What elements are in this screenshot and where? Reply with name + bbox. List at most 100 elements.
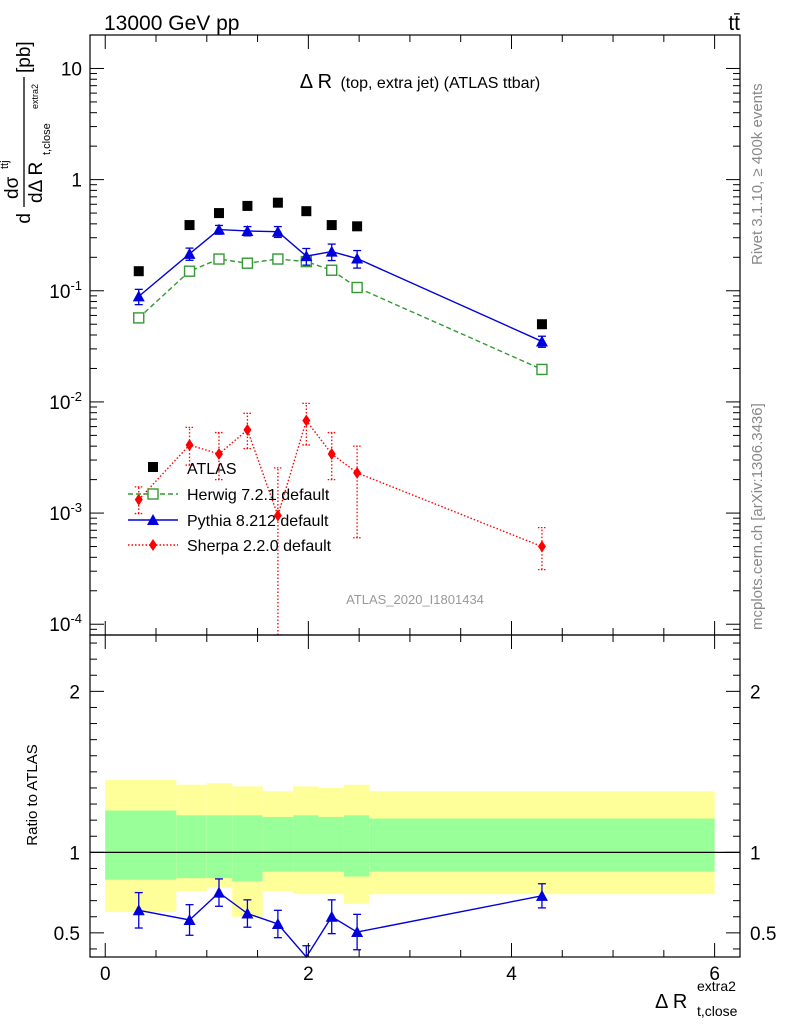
pythia-point [132, 290, 145, 302]
atlas-data-point [133, 266, 144, 277]
sherpa-point [302, 414, 311, 427]
main-y-tick-label: 10-3 [49, 500, 82, 525]
legend-entry-sherpa: Sherpa 2.2.0 default [128, 538, 332, 555]
herwig-point [351, 281, 363, 294]
legend-atlas-label: ATLAS [187, 461, 237, 478]
ratio-band-inner [262, 816, 294, 872]
atlas-data-point [536, 319, 547, 330]
main-y-tick-label: 10-1 [49, 278, 82, 303]
ratio-plot-data-layer [90, 779, 740, 959]
herwig-point [536, 363, 548, 376]
legend-herwig-label: Herwig 7.2.1 default [187, 487, 330, 504]
ratio-y-axis-label: Ratio to ATLAS [24, 744, 41, 845]
main-y-axis-label: d dσ ttj dΔ R t,close extra2 [pb] [0, 41, 53, 223]
herwig-point [272, 253, 284, 265]
legend-pythia-marker [147, 514, 159, 525]
main-y-tick-label: 1 [71, 171, 82, 192]
ratio-band-inner [293, 815, 319, 872]
svg-text:dσ: dσ [2, 176, 23, 199]
legend-entry-pythia: Pythia 8.212 default [128, 513, 329, 530]
svg-text:ttj: ttj [0, 160, 11, 169]
ratio-pythia-point [535, 889, 548, 901]
sherpa-point [243, 423, 252, 436]
ratio-pythia-point [351, 926, 364, 938]
ratio-pythia-point [325, 910, 338, 922]
ratio-plot: 0.5 0.5 1 1 2 2 0 2 4 6 Ratio to ATLAS Δ R extra2… [24, 634, 776, 1019]
svg-text:extra2: extra2 [697, 978, 736, 994]
legend-entry-herwig: Herwig 7.2.1 default [128, 487, 330, 504]
ratio-x-tick-label: 2 [303, 964, 314, 985]
main-y-tick-label: 10-2 [49, 389, 82, 414]
atlas-data-point [352, 221, 363, 232]
sherpa-point [134, 493, 143, 506]
ratio-plot-axes: 0.5 0.5 1 1 2 2 0 2 4 6 [54, 635, 776, 985]
pythia-point [241, 224, 254, 236]
rivet-version-label: Rivet 3.1.10, ≥ 400k events [749, 83, 766, 265]
legend-entry-atlas: ATLAS [148, 461, 237, 478]
sherpa-point [214, 447, 223, 460]
pythia-point [183, 247, 196, 259]
ratio-pythia-point [241, 907, 254, 919]
pythia-point [325, 245, 338, 257]
main-plot-title: Δ R (top, extra jet) (ATLAS ttbar) [300, 71, 540, 93]
atlas-data-point [272, 197, 283, 208]
atlas-data-point [184, 220, 195, 231]
herwig-point [133, 312, 145, 324]
atlas-data-point [326, 220, 337, 231]
ratio-pythia-point [271, 917, 284, 929]
sherpa-point [185, 438, 194, 451]
ratio-x-tick-label: 0 [100, 964, 111, 985]
pythia-point [271, 225, 284, 237]
sherpa-point [273, 509, 282, 522]
ratio-y-tick-label: 1 [69, 843, 80, 864]
pythia-point [212, 223, 225, 235]
herwig-point [241, 257, 254, 269]
energy-label: 13000 GeV pp [104, 12, 239, 35]
mcplots-label: mcplots.cern.ch [arXiv:1306.3436] [749, 403, 766, 630]
herwig-point [326, 264, 338, 276]
ratio-band-inner [176, 815, 207, 879]
svg-text:d: d [14, 213, 35, 224]
svg-text:t,close: t,close [697, 1003, 738, 1019]
ratio-y-tick-label-right: 2 [750, 682, 761, 703]
atlas-data-point [301, 206, 312, 217]
sherpa-point [353, 466, 362, 479]
ratio-pythia-point [183, 913, 196, 925]
pythia-point [351, 252, 364, 264]
atlas-data-point [242, 200, 253, 211]
ratio-y-tick-label: 2 [69, 682, 80, 703]
ratio-y-tick-label: 0.5 [54, 924, 80, 945]
legend: ATLAS Herwig 7.2.1 default Pythia 8.212 … [128, 461, 332, 555]
ratio-pythia-line [138, 891, 543, 959]
series-line [138, 228, 543, 343]
legend-sherpa-label: Sherpa 2.2.0 default [187, 538, 332, 555]
ratio-band-inner [343, 815, 370, 877]
ratio-pythia-point [212, 886, 225, 898]
series-line [138, 419, 543, 548]
pythia-point [300, 250, 313, 262]
ratio-y-tick-label-right: 1 [750, 843, 761, 864]
ratio-pythia-point [132, 904, 145, 916]
main-plot-data-layer [132, 197, 548, 636]
legend-sherpa-marker [149, 539, 157, 551]
svg-text:[pb]: [pb] [14, 41, 35, 73]
atlas-data-point [213, 208, 224, 219]
main-plot-axes: 10-4 10-3 10-2 10-1 1 10 [49, 34, 740, 636]
process-label: tt̄ [728, 12, 740, 35]
herwig-point [213, 253, 225, 265]
legend-herwig-marker [147, 488, 159, 500]
ratio-x-tick-label: 4 [506, 964, 517, 985]
main-y-tick-label: 10-4 [49, 611, 82, 636]
ratio-x-tick-label: 6 [709, 964, 720, 985]
pythia-point [535, 335, 548, 347]
ratio-band-inner [369, 818, 715, 872]
herwig-point [183, 265, 196, 277]
svg-text:t,close: t,close [41, 123, 53, 155]
ratio-band-inner [206, 815, 233, 879]
main-y-tick-label: 10 [61, 59, 82, 80]
ratio-band-inner [105, 810, 177, 880]
ratio-band-inner [318, 816, 344, 872]
ratio-y-tick-label-right: 0.5 [750, 924, 776, 945]
